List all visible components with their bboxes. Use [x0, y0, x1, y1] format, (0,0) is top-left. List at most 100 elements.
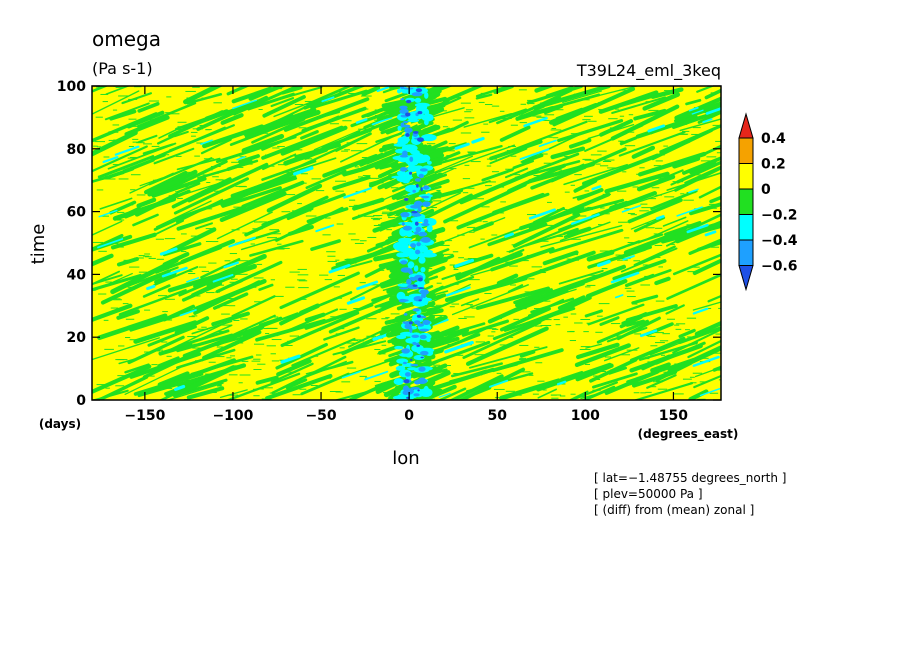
omega-contour	[563, 230, 580, 238]
y-tick-label: 40	[67, 267, 87, 283]
omega-contour	[638, 341, 699, 361]
omega-contour	[280, 354, 301, 364]
omega-contour	[418, 231, 428, 237]
omega-contour	[355, 118, 368, 124]
omega-contour	[187, 162, 269, 203]
omega-contour	[617, 247, 647, 260]
omega-contour	[712, 365, 721, 372]
omega-contour	[654, 341, 706, 365]
omega-contour	[631, 145, 656, 159]
omega-contour	[419, 289, 430, 296]
omega-contour	[186, 93, 223, 105]
omega-contour	[420, 266, 426, 273]
omega-contour	[97, 155, 155, 179]
omega-contour	[279, 271, 360, 310]
omega-contour	[404, 127, 413, 133]
omega-contour	[532, 206, 565, 224]
omega-contour	[376, 86, 396, 93]
omega-contour	[570, 213, 600, 225]
omega-contour	[139, 177, 163, 187]
omega-contour	[421, 104, 428, 111]
omega-contour	[375, 132, 403, 143]
omega-contour	[321, 96, 335, 103]
omega-contour	[174, 384, 186, 391]
y-tick-label: 100	[57, 79, 86, 95]
omega-contour	[623, 228, 688, 256]
omega-contour	[591, 372, 638, 389]
y-tick-label: 80	[67, 142, 87, 158]
omega-contour	[118, 288, 187, 316]
omega-contour	[92, 145, 148, 173]
omega-contour	[418, 306, 441, 314]
omega-contour	[300, 130, 319, 140]
omega-contour	[704, 88, 721, 100]
omega-contour	[321, 128, 372, 150]
omega-contour	[116, 256, 139, 267]
omega-contour	[228, 236, 256, 248]
omega-contour	[116, 309, 140, 320]
omega-contour	[686, 223, 709, 234]
omega-contour	[402, 124, 411, 128]
omega-contour	[215, 333, 241, 347]
omega-contour	[543, 103, 564, 115]
omega-contour	[110, 257, 179, 295]
omega-contour	[679, 118, 721, 132]
omega-contour	[176, 333, 234, 353]
omega-contour	[451, 284, 529, 316]
omega-contour	[92, 220, 123, 236]
omega-contour	[211, 311, 250, 327]
omega-contour	[92, 253, 114, 267]
omega-contour	[454, 142, 470, 150]
omega-contour	[147, 169, 198, 197]
omega-contour	[173, 177, 249, 215]
omega-contour	[399, 108, 409, 114]
omega-contour	[419, 168, 428, 172]
omega-contour	[158, 342, 193, 356]
omega-contour	[488, 108, 528, 124]
omega-contour	[195, 222, 213, 230]
omega-contour	[633, 216, 666, 233]
omega-contour	[168, 110, 224, 138]
omega-contour	[323, 326, 360, 341]
omega-contour	[232, 99, 257, 110]
omega-contour	[424, 92, 429, 99]
omega-contour	[157, 356, 180, 368]
omega-contour	[146, 284, 156, 291]
colorbar: 0.4 0.2 0 −0.2 −0.4 −0.6	[738, 112, 798, 292]
omega-contour	[403, 379, 410, 384]
omega-contour	[477, 340, 517, 359]
omega-contour	[684, 165, 721, 184]
omega-contour	[688, 106, 699, 112]
omega-contour	[202, 330, 262, 360]
omega-contour	[249, 239, 304, 257]
omega-contour	[676, 115, 706, 128]
omega-contour	[618, 131, 686, 157]
omega-contour	[461, 319, 510, 337]
colorbar-max-arrow	[738, 112, 754, 139]
omega-contour	[412, 341, 417, 346]
omega-contour	[584, 309, 603, 318]
omega-contour	[114, 145, 140, 156]
omega-contour	[664, 220, 702, 237]
omega-contour	[689, 161, 717, 175]
omega-contour	[614, 187, 681, 211]
omega-contour	[412, 308, 420, 312]
y-tick-label: 60	[67, 205, 87, 221]
omega-contour	[548, 228, 624, 254]
omega-contour	[270, 97, 295, 108]
omega-contour	[523, 116, 548, 128]
omega-contour	[692, 307, 709, 315]
omega-contour	[340, 124, 418, 163]
omega-contour	[633, 245, 676, 267]
omega-contour	[285, 378, 308, 390]
omega-contour	[225, 372, 301, 400]
omega-contour	[151, 176, 207, 198]
omega-contour	[382, 143, 396, 150]
omega-contour	[625, 319, 645, 327]
omega-contour	[304, 309, 357, 330]
omega-contour	[416, 368, 448, 378]
y-axis: 0 20 40 60 80 100	[57, 79, 721, 409]
omega-contour	[394, 242, 406, 247]
omega-contour	[92, 90, 140, 115]
